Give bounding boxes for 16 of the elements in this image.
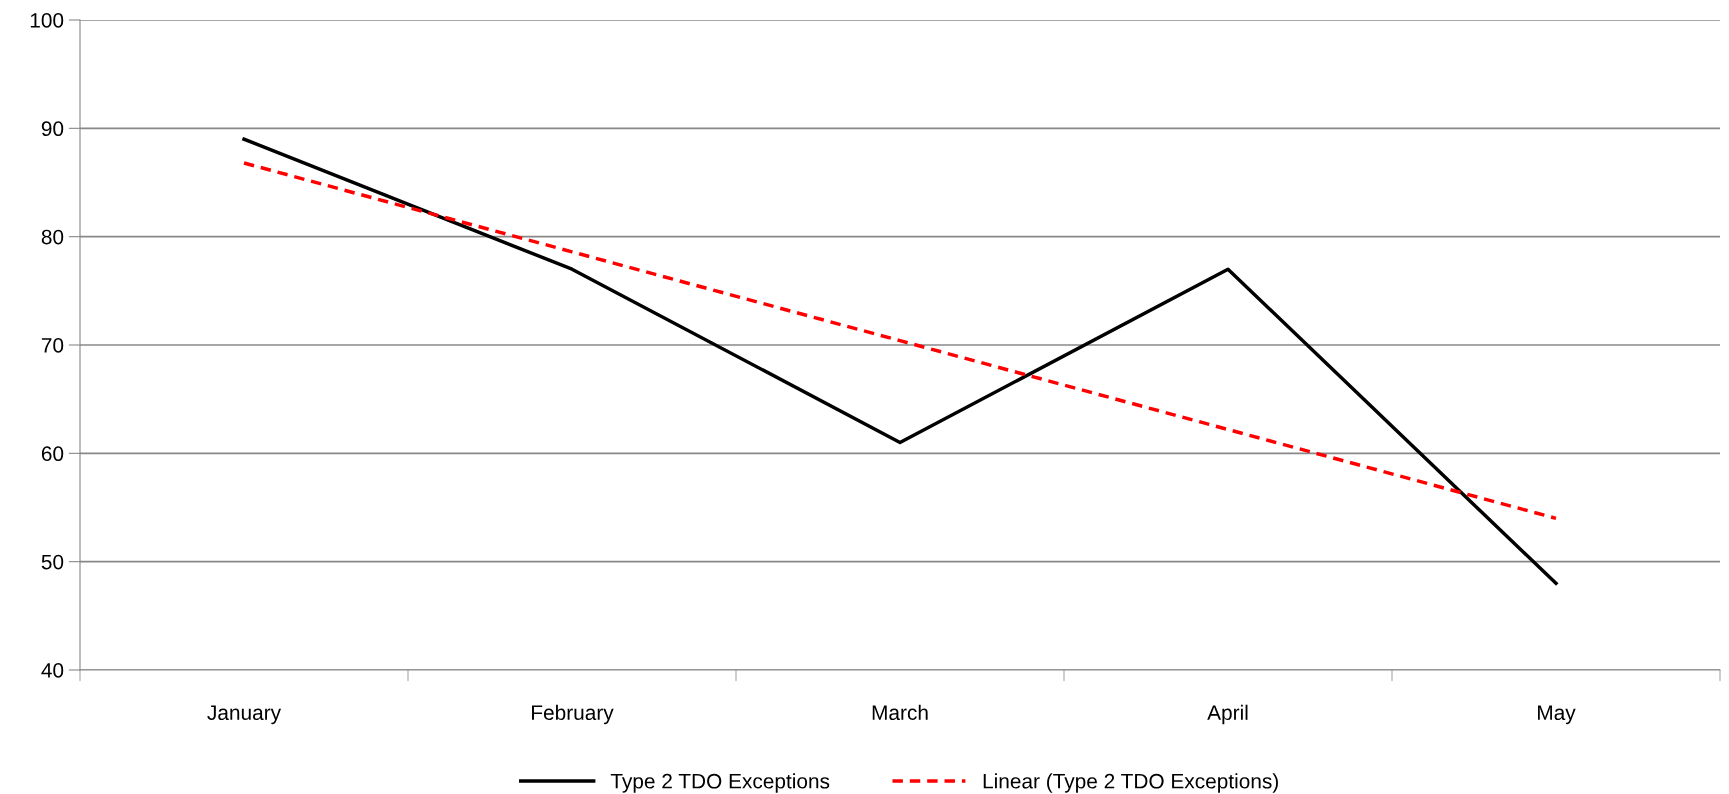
y-tick-label: 70 [41, 338, 64, 353]
y-tick-label: 80 [41, 229, 64, 245]
line-series [242, 137, 1558, 586]
y-tick-label: 90 [41, 121, 64, 137]
y-tick-label: 50 [41, 554, 64, 570]
legend-label: Type 2 TDO Exceptions [610, 773, 830, 793]
x-tick-label: March [872, 704, 928, 721]
y-tick-label: 60 [41, 446, 64, 462]
line-series [242, 161, 1558, 521]
y-tick-label: 40 [41, 663, 64, 678]
x-tick-label: April [1207, 704, 1248, 725]
x-tick-label: January [207, 705, 282, 725]
y-tick-label: 100 [30, 13, 64, 28]
legend-label: Linear (Type 2 TDO Exceptions) [983, 773, 1278, 793]
x-tick-label: May [1538, 705, 1576, 725]
x-tick-label: February [532, 704, 614, 725]
